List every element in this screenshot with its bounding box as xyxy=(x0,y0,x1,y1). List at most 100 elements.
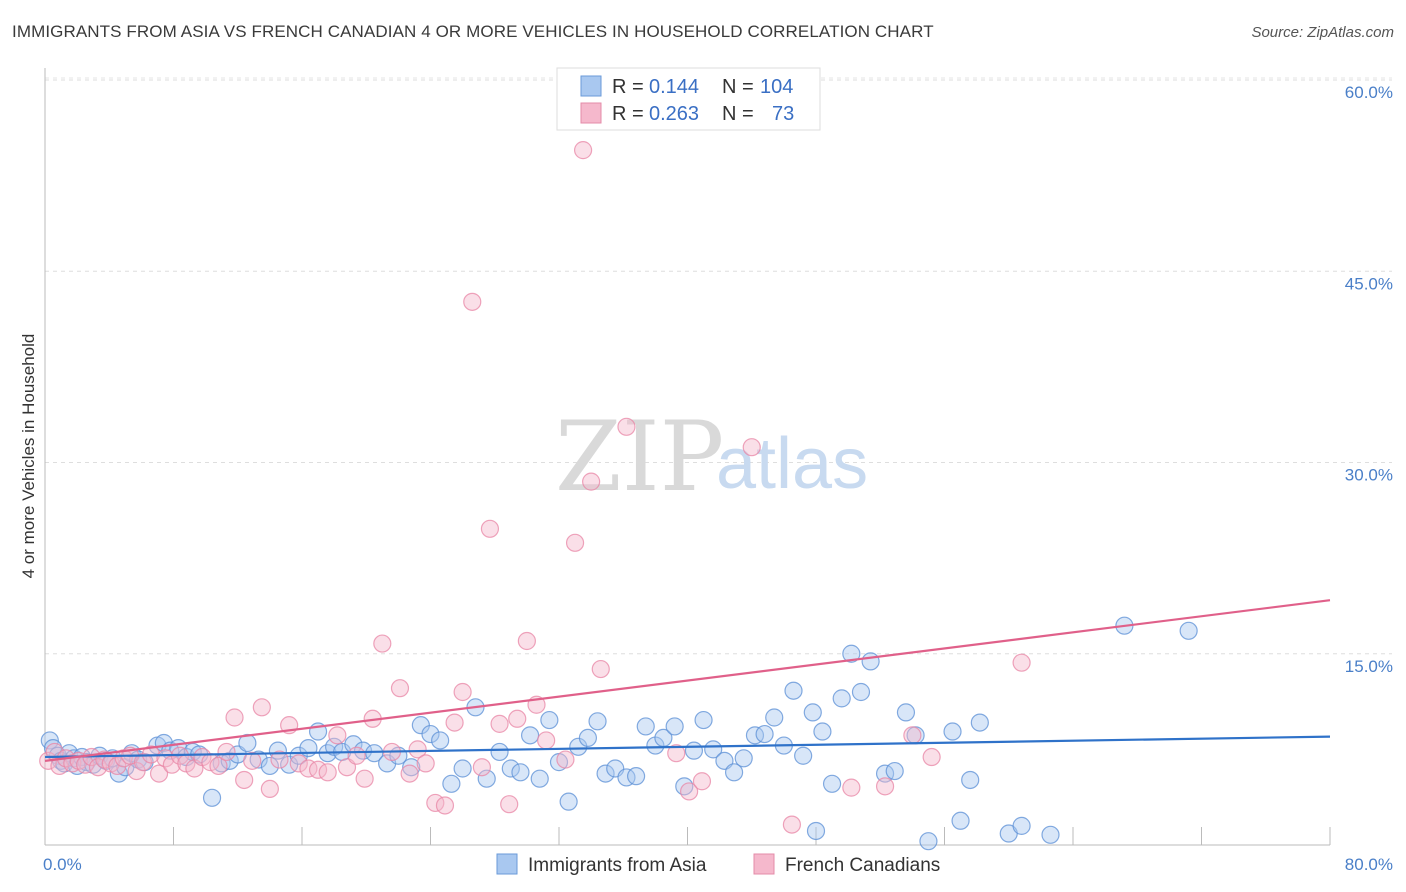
data-point xyxy=(299,759,318,778)
legend-n-label-french: N = xyxy=(722,103,754,125)
data-point xyxy=(435,796,455,815)
data-point xyxy=(508,709,527,728)
data-point xyxy=(832,689,851,708)
bottom-legend-label-asia: Immigrants from Asia xyxy=(528,855,707,876)
data-point xyxy=(490,714,509,733)
watermark: ZIP atlas xyxy=(555,401,868,513)
data-point xyxy=(582,472,601,491)
legend-n-label-asia: N = xyxy=(722,76,754,98)
data-point xyxy=(463,292,482,311)
data-point xyxy=(453,682,472,702)
data-point xyxy=(745,726,765,745)
trend-line-series-0 xyxy=(44,735,1331,759)
data-point xyxy=(365,744,384,763)
legend-r-label-asia: R = xyxy=(612,76,644,98)
data-point xyxy=(782,815,802,834)
data-point xyxy=(249,750,268,769)
data-point xyxy=(578,728,598,748)
data-point xyxy=(400,764,419,783)
data-point xyxy=(530,769,549,788)
legend-swatch-asia xyxy=(580,75,602,97)
data-point xyxy=(565,533,585,552)
data-point xyxy=(665,717,684,736)
legend: R = 0.144 N = 104 R = 0.263 N = 73 xyxy=(556,67,821,131)
data-point xyxy=(617,768,636,787)
data-point xyxy=(445,713,464,732)
y-tick-label: 30.0% xyxy=(1345,466,1393,485)
data-point xyxy=(390,679,410,698)
data-point xyxy=(922,747,941,767)
data-point xyxy=(755,724,774,744)
data-point xyxy=(202,788,222,807)
data-point xyxy=(127,761,146,781)
y-tick-label: 60.0% xyxy=(1345,83,1393,102)
data-point xyxy=(517,631,536,651)
data-point xyxy=(347,746,366,765)
data-point xyxy=(961,770,980,790)
data-point xyxy=(794,746,813,765)
data-point xyxy=(402,758,421,777)
data-point xyxy=(453,759,472,778)
data-point xyxy=(667,744,686,763)
data-point xyxy=(680,782,699,801)
data-point xyxy=(903,726,922,745)
data-point xyxy=(149,764,169,783)
data-point xyxy=(684,741,704,760)
data-point xyxy=(813,722,832,741)
data-point xyxy=(822,774,842,793)
legend-n-value-french: 73 xyxy=(772,103,794,125)
x-tick-labels: 0.0% 80.0% xyxy=(43,855,1393,874)
data-point xyxy=(1012,653,1031,672)
data-point xyxy=(289,746,308,765)
data-point xyxy=(842,778,861,797)
data-point xyxy=(1041,825,1060,844)
data-point xyxy=(734,749,753,768)
data-point xyxy=(480,519,500,538)
data-point xyxy=(243,751,262,770)
bottom-legend-label-french: French Canadians xyxy=(785,855,940,876)
trend-line-series-1 xyxy=(44,599,1331,762)
data-point xyxy=(742,438,761,457)
watermark-atlas: atlas xyxy=(716,424,868,504)
data-point xyxy=(235,770,254,790)
data-point xyxy=(591,659,610,679)
data-point xyxy=(1179,621,1198,640)
data-point xyxy=(784,681,803,700)
data-point xyxy=(617,417,636,436)
watermark-zip: ZIP xyxy=(555,401,724,513)
data-point xyxy=(692,772,712,791)
data-point xyxy=(675,777,694,796)
data-point xyxy=(1012,816,1031,835)
bottom-legend-swatch-french xyxy=(753,853,775,875)
data-point xyxy=(511,763,530,782)
data-point xyxy=(970,713,989,732)
data-point xyxy=(431,731,450,750)
data-point xyxy=(861,652,880,671)
legend-r-value-asia: 0.144 xyxy=(649,76,699,98)
data-point xyxy=(556,750,575,769)
x-tick-label: 0.0% xyxy=(43,855,82,874)
data-point xyxy=(520,726,540,745)
legend-r-value-french: 0.263 xyxy=(649,103,699,125)
data-point xyxy=(573,141,593,160)
data-point xyxy=(919,832,938,851)
trend-lines xyxy=(44,599,1331,762)
bottom-legend-swatch-asia xyxy=(496,853,518,875)
data-point xyxy=(260,756,279,776)
data-point xyxy=(559,792,578,811)
grid-lines xyxy=(45,77,1392,655)
data-point xyxy=(355,769,374,788)
points-immigrants-from-asia xyxy=(40,616,1198,851)
data-point xyxy=(270,750,289,769)
data-point xyxy=(299,738,318,758)
legend-swatch-french xyxy=(580,102,602,124)
data-point xyxy=(318,763,337,782)
data-point xyxy=(421,724,440,744)
data-point xyxy=(252,698,271,717)
y-tick-labels: 15.0% 30.0% 45.0% 60.0% xyxy=(1345,83,1393,676)
y-axis-label: 4 or more Vehicles in Household xyxy=(19,334,38,579)
data-point xyxy=(896,703,916,722)
legend-n-value-asia: 104 xyxy=(760,76,793,98)
y-tick-label: 15.0% xyxy=(1345,657,1393,676)
data-point xyxy=(500,795,519,814)
